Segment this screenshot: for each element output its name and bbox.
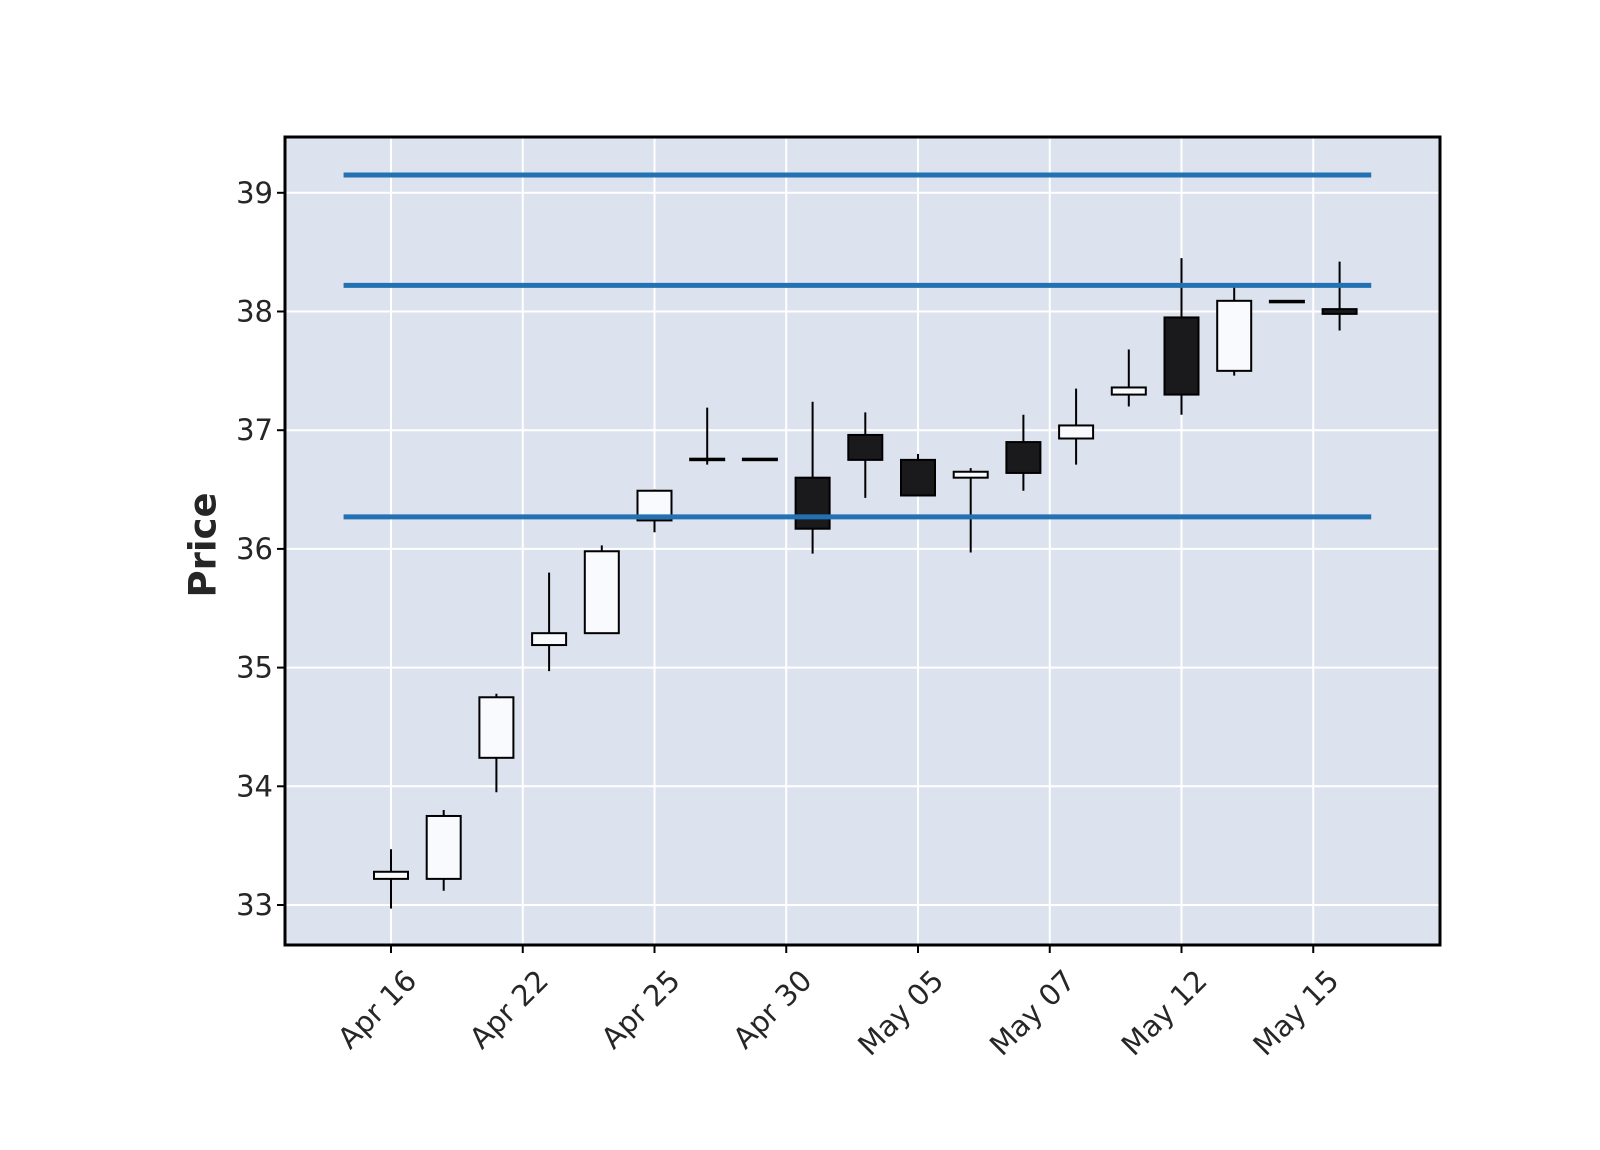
candle xyxy=(794,401,831,554)
candle-body xyxy=(425,814,462,880)
candle xyxy=(1005,414,1042,491)
candle xyxy=(900,453,936,497)
candle xyxy=(741,457,778,462)
y-tick-label: 37 xyxy=(236,413,273,447)
candle-body xyxy=(1163,316,1200,396)
y-tick-label: 38 xyxy=(236,295,273,329)
x-tick-label: Apr 30 xyxy=(726,963,818,1055)
candle xyxy=(847,412,884,498)
candle-body xyxy=(478,696,515,759)
candle-body xyxy=(952,470,989,479)
x-tick-label: May 07 xyxy=(983,963,1082,1062)
x-tick-label: May 05 xyxy=(851,963,950,1062)
candle xyxy=(1110,349,1147,407)
x-tick-label: May 12 xyxy=(1115,963,1214,1062)
candle-body xyxy=(1216,299,1253,372)
x-gridlines xyxy=(390,137,1315,945)
candle xyxy=(425,810,462,891)
plot-area-frame xyxy=(283,135,1442,947)
candle-body xyxy=(1058,424,1095,440)
candle xyxy=(952,468,989,553)
candle xyxy=(689,407,726,465)
x-axis-ticks: Apr 16 Apr 22 Apr 25 Apr 30 May 05 May 07 May … xyxy=(331,945,1345,1062)
y-axis-ticks: 33 34 35 36 37 38 39 xyxy=(236,176,285,922)
candle-body xyxy=(373,870,409,880)
candle-body xyxy=(794,476,831,530)
candle-body xyxy=(689,457,726,462)
candle xyxy=(1058,388,1095,465)
plot-area-background xyxy=(285,137,1440,945)
candle-body xyxy=(583,550,620,635)
candle-body xyxy=(531,632,568,647)
candle xyxy=(373,849,409,909)
y-gridlines xyxy=(285,191,1440,906)
candle xyxy=(1163,258,1200,415)
candle xyxy=(1216,285,1253,376)
candle-body xyxy=(900,458,936,497)
candle-body xyxy=(741,457,778,462)
candle xyxy=(478,693,515,793)
candle xyxy=(1321,261,1358,331)
candle-body xyxy=(1321,308,1358,315)
y-tick-label: 39 xyxy=(236,176,273,210)
x-tick-label: Apr 25 xyxy=(595,963,687,1055)
candle xyxy=(1268,299,1305,304)
x-tick-label: May 15 xyxy=(1246,963,1345,1062)
y-axis-title: Price xyxy=(182,492,225,597)
candle-body xyxy=(847,433,884,461)
candles xyxy=(373,258,1358,909)
y-tick-label: 36 xyxy=(236,532,273,566)
candle-body xyxy=(1110,386,1147,396)
y-tick-label: 34 xyxy=(236,769,273,803)
x-tick-label: Apr 22 xyxy=(463,963,555,1055)
y-tick-label: 33 xyxy=(236,888,273,922)
candle xyxy=(531,572,568,672)
candle-body xyxy=(1268,299,1305,304)
x-tick-label: Apr 16 xyxy=(331,963,423,1055)
candle xyxy=(583,545,620,635)
y-tick-label: 35 xyxy=(236,651,273,685)
horizontal-lines xyxy=(343,172,1372,520)
candle-body xyxy=(1005,441,1042,474)
